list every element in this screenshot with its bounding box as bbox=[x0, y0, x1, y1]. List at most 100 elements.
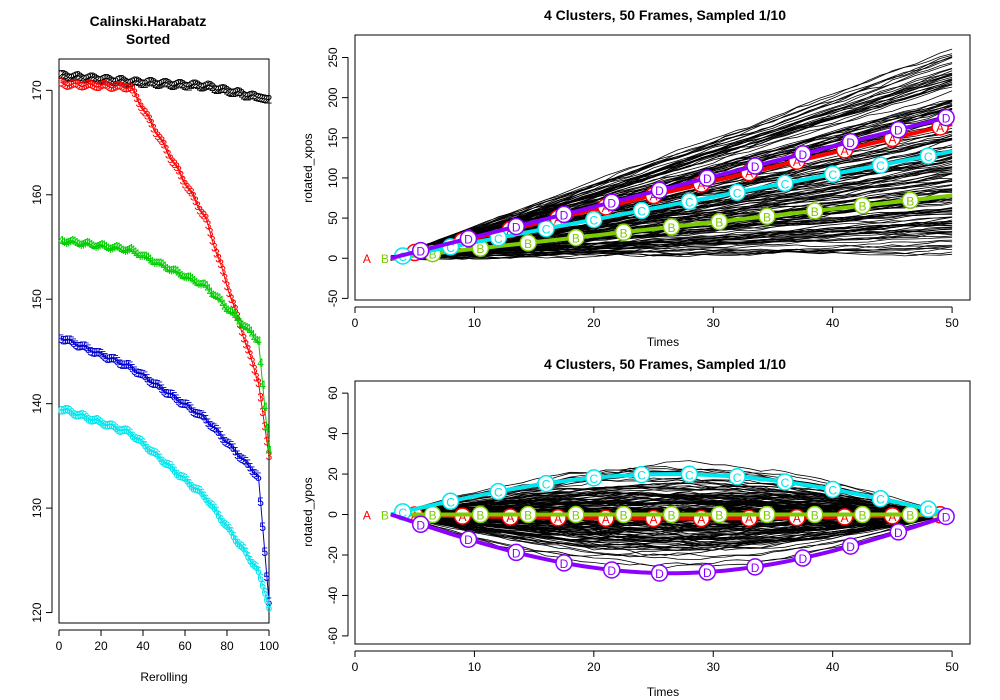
chart1-x-tick-label: 0 bbox=[56, 639, 63, 653]
chart1-point: 6 bbox=[64, 403, 71, 417]
chart3-trace bbox=[390, 514, 953, 546]
chart3-marker-D: D bbox=[798, 552, 807, 566]
chart1-point: 2 bbox=[156, 78, 163, 92]
chart1-point: 5 bbox=[234, 448, 241, 462]
chart1-point: 4 bbox=[102, 239, 109, 253]
chart1-x-axis-label: Rerolling bbox=[140, 670, 187, 684]
chart1-point: 5 bbox=[66, 333, 73, 347]
chart2-marker-B: B bbox=[381, 252, 389, 266]
chart1-point: 4 bbox=[224, 303, 231, 317]
chart1-point: 6 bbox=[264, 593, 271, 607]
chart1-point: 2 bbox=[131, 74, 138, 88]
chart1-point: 2 bbox=[98, 73, 105, 87]
chart1-point: 5 bbox=[100, 348, 107, 362]
chart1-point: 5 bbox=[85, 342, 92, 356]
chart1-point: 3 bbox=[91, 79, 98, 93]
chart1-point: 5 bbox=[75, 340, 82, 354]
chart1-point: 5 bbox=[121, 358, 128, 372]
chart3-marker-bg bbox=[806, 505, 824, 524]
chart3-marker-A: A bbox=[841, 511, 849, 525]
chart1-point: 3 bbox=[119, 79, 126, 93]
chart3-marker-A: A bbox=[650, 513, 658, 527]
chart1-point: 5 bbox=[213, 422, 220, 436]
chart3-trace bbox=[390, 514, 953, 534]
chart1-point: 5 bbox=[91, 346, 98, 360]
chart1-point: 5 bbox=[257, 495, 264, 509]
chart3-trace bbox=[390, 514, 953, 569]
chart1-point: 6 bbox=[247, 553, 254, 567]
chart1-point: 6 bbox=[209, 499, 216, 513]
chart3-trace bbox=[390, 514, 953, 551]
chart1-point: 2 bbox=[106, 72, 113, 86]
chart1-point: 6 bbox=[232, 533, 239, 547]
chart1-point: 4 bbox=[198, 277, 205, 291]
chart3-marker-C: C bbox=[828, 483, 837, 497]
chart3-marker-C: C bbox=[924, 503, 933, 517]
chart1-point: 5 bbox=[127, 359, 134, 373]
chart1-point: 6 bbox=[194, 483, 201, 497]
chart1-point: 6 bbox=[266, 600, 273, 614]
chart1-point: 5 bbox=[266, 595, 273, 609]
chart2-marker-bg bbox=[567, 228, 585, 247]
chart1-point: 3 bbox=[58, 76, 65, 90]
chart2-marker-D: D bbox=[751, 160, 760, 174]
chart1-point: 5 bbox=[125, 358, 132, 372]
chart1-series-5: 5555555555555555555555555555555555555555… bbox=[58, 332, 273, 609]
chart1-point: 4 bbox=[243, 320, 250, 334]
chart1-point: 4 bbox=[62, 236, 69, 250]
chart3-cluster-D: D D D D D D D D D D D D bbox=[390, 507, 955, 582]
chart1-point: 3 bbox=[236, 317, 243, 331]
chart1-point: 2 bbox=[253, 90, 260, 104]
chart3-marker-C: C bbox=[685, 468, 694, 482]
chart1-point: 4 bbox=[75, 237, 82, 251]
chart1-point: 2 bbox=[243, 89, 250, 103]
chart1-point: 4 bbox=[171, 263, 178, 277]
chart-calinski-harabatz: Calinski.Harabatz Sorted 0 20 40 60 80 100 120… bbox=[30, 13, 279, 684]
chart-rotated-ypos: 4 Clusters, 50 Frames, Sampled 1/10 0 10 2… bbox=[301, 356, 971, 699]
chart2-marker-C: C bbox=[446, 241, 455, 255]
chart1-point: 5 bbox=[205, 416, 212, 430]
chart1-point: 3 bbox=[129, 82, 136, 96]
chart1-point: 6 bbox=[207, 497, 214, 511]
chart3-marker-bg bbox=[776, 473, 794, 491]
chart1-series-6: 6666666666666666666666666666666666666666… bbox=[58, 403, 273, 615]
chart1-point: 4 bbox=[173, 264, 180, 278]
chart3-marker-bg bbox=[698, 563, 717, 581]
chart1-point: 6 bbox=[96, 414, 103, 428]
chart3-marker-D: D bbox=[607, 564, 616, 578]
chart1-point: 3 bbox=[198, 206, 205, 220]
chart1-title-line2: Sorted bbox=[126, 31, 170, 47]
chart3-marker-bg bbox=[471, 505, 490, 524]
chart1-point: 4 bbox=[119, 243, 126, 257]
chart1-point: 3 bbox=[117, 78, 124, 92]
chart2-marker-B: B bbox=[429, 248, 437, 262]
chart1-point: 6 bbox=[163, 457, 170, 471]
chart1-point: 5 bbox=[251, 467, 258, 481]
chart1-point: 4 bbox=[264, 422, 271, 436]
chart3-marker-C: C bbox=[781, 476, 790, 490]
chart1-point: 5 bbox=[264, 570, 271, 584]
chart1-point: 3 bbox=[123, 82, 130, 96]
chart3-marker-B: B bbox=[667, 509, 675, 523]
chart2-marker-bg bbox=[728, 183, 746, 202]
chart1-point: 3 bbox=[213, 246, 220, 260]
chart2-y-tick-label: 0 bbox=[326, 255, 340, 262]
chart2-marker-B: B bbox=[811, 205, 819, 219]
chart1-point: 5 bbox=[165, 387, 172, 401]
chart1-point: 3 bbox=[83, 78, 90, 92]
chart1-series: 2222222222222222222222222222222222222222… bbox=[58, 67, 273, 614]
chart1-point: 2 bbox=[121, 74, 128, 88]
chart1-point: 3 bbox=[142, 106, 149, 120]
chart3-y-tick-label: 0 bbox=[326, 511, 340, 518]
chart1-point: 5 bbox=[215, 425, 222, 439]
chart1-point: 6 bbox=[169, 461, 176, 475]
chart1-point: 2 bbox=[177, 76, 184, 90]
chart1-point: 6 bbox=[72, 409, 79, 423]
chart1-point: 4 bbox=[150, 256, 157, 270]
chart2-series: AAAAAAAAAAAAABBBBBBBBBBBBCCCCCCCCCCCCDDD… bbox=[363, 108, 955, 266]
chart2-trace bbox=[390, 156, 953, 258]
chart2-marker-D: D bbox=[942, 112, 951, 126]
chart1-point: 3 bbox=[238, 325, 245, 339]
chart1-point: 5 bbox=[196, 407, 203, 421]
chart1-point: 6 bbox=[131, 431, 138, 445]
